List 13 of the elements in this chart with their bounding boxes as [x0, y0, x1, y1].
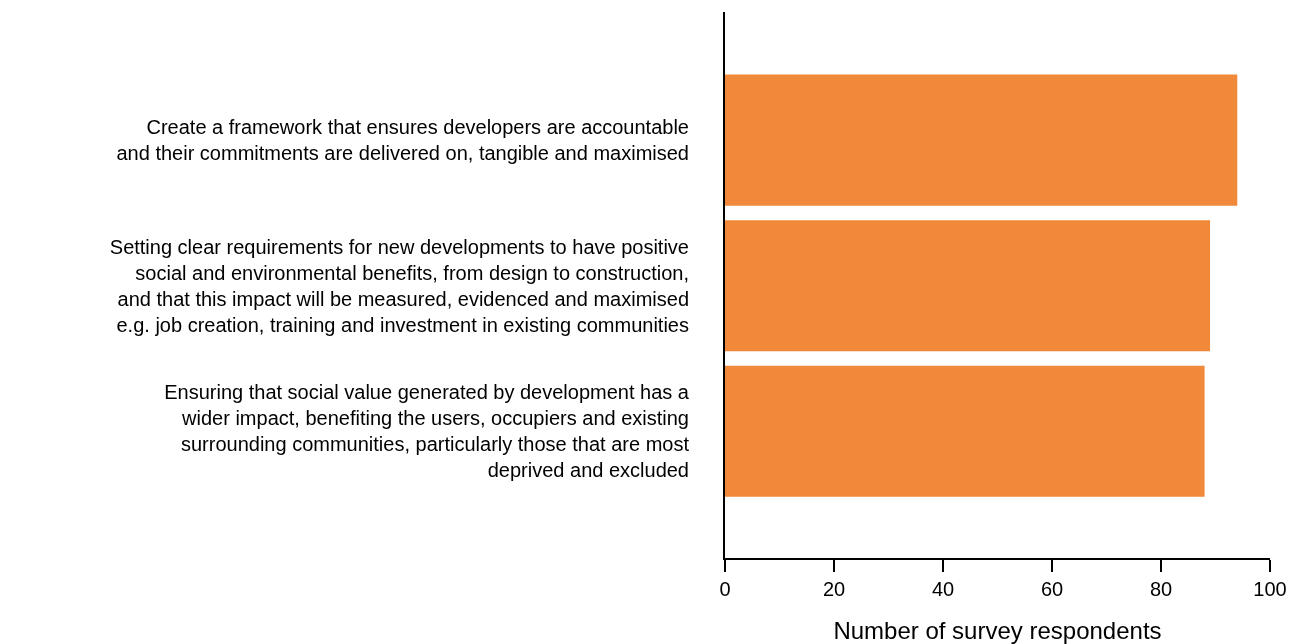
x-axis-title: Number of survey respondents	[833, 617, 1162, 644]
x-tick-label: 60	[1040, 578, 1064, 600]
x-tick-label: 80	[1149, 578, 1173, 600]
x-tick-label: 20	[822, 578, 846, 600]
y-tick-label: Create a framework that ensures developers are accountable and their commitments are delivered on, tangible and maximised	[116, 116, 689, 165]
bar	[725, 220, 1211, 352]
bar	[725, 74, 1238, 206]
x-tick-label: 40	[931, 578, 955, 600]
y-tick-label: Setting clear requirements for new developments to have positive social and environmental benefits, from design to construction, and that this impact will be measured, evidenced and maximised e.g. job creation, training and investment in existing communities	[109, 235, 689, 336]
x-tick-label: 0	[719, 578, 731, 600]
bar	[725, 365, 1205, 497]
x-tick-label: 100	[1253, 578, 1287, 600]
y-tick-label: Ensuring that social value generated by development has a wider impact, benefiting the users, occupiers and existing surrounding communities, particularly those that are most deprived and excluded	[164, 381, 690, 482]
